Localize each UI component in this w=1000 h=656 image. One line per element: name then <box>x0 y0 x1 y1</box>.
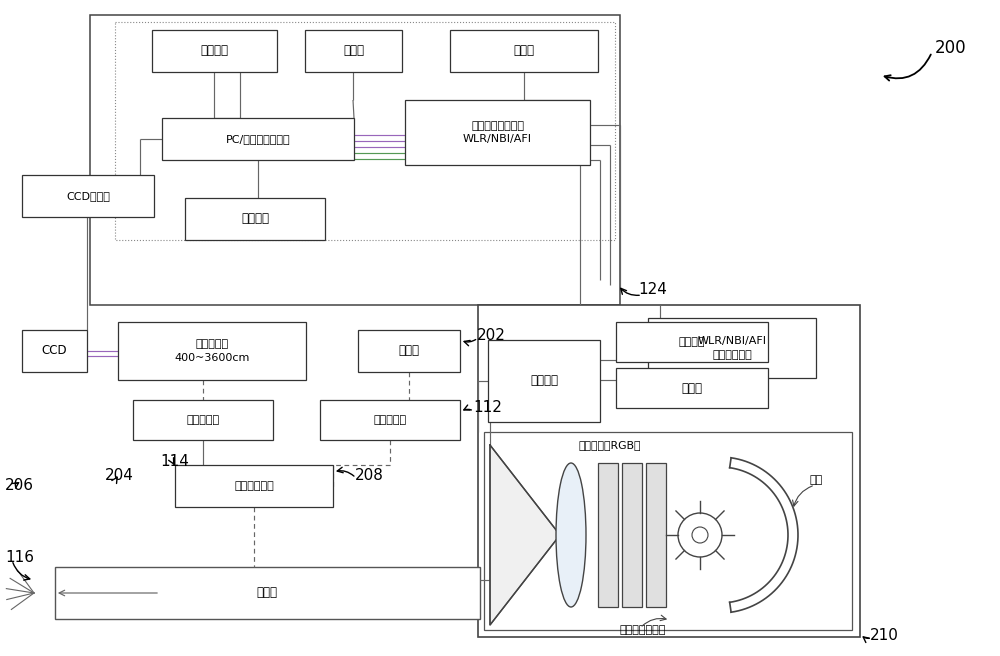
Bar <box>175 465 333 507</box>
Text: 控制器: 控制器 <box>682 382 702 394</box>
Bar <box>646 463 666 607</box>
Bar <box>405 100 590 165</box>
Text: 206: 206 <box>5 478 34 493</box>
Text: 内窥镜: 内窥镜 <box>256 586 278 600</box>
Text: PC/嵌入式微控制器: PC/嵌入式微控制器 <box>226 134 290 144</box>
Text: 信号处理: 信号处理 <box>530 375 558 388</box>
Text: 扬声器: 扬声器 <box>343 45 364 58</box>
Text: 204: 204 <box>105 468 134 483</box>
Text: 校正装置: 校正装置 <box>241 213 269 226</box>
Bar <box>616 368 768 408</box>
Text: 带通滤波器: 带通滤波器 <box>373 415 407 425</box>
Text: 208: 208 <box>355 468 384 483</box>
Bar <box>320 400 460 440</box>
Text: 116: 116 <box>5 550 34 565</box>
Bar <box>22 175 154 217</box>
Text: 宽带光谱仪
400~3600cm: 宽带光谱仪 400~3600cm <box>174 339 250 363</box>
Bar <box>358 330 460 372</box>
Text: 200: 200 <box>935 39 967 57</box>
Text: 长通滤波器: 长通滤波器 <box>186 415 220 425</box>
Text: 124: 124 <box>638 283 667 298</box>
Circle shape <box>678 513 722 557</box>
Text: 氙灯: 氙灯 <box>810 475 823 485</box>
Bar <box>185 198 325 240</box>
Text: 供电单元: 供电单元 <box>679 337 705 347</box>
Bar <box>484 432 852 630</box>
Bar <box>133 400 273 440</box>
Text: WLR/NBI/AFI
内窥镜监测器: WLR/NBI/AFI 内窥镜监测器 <box>698 337 767 359</box>
Ellipse shape <box>556 463 586 607</box>
Bar <box>450 30 598 72</box>
Bar <box>488 340 600 422</box>
Text: 114: 114 <box>160 455 189 470</box>
Text: 滤波器轮（RGB）: 滤波器轮（RGB） <box>578 440 640 450</box>
Bar <box>648 318 816 378</box>
Bar <box>90 15 620 305</box>
Text: 激光器: 激光器 <box>398 344 420 358</box>
Bar <box>162 118 354 160</box>
Text: 脚踏板: 脚踏板 <box>514 45 534 58</box>
Bar <box>115 22 615 240</box>
Text: 共焦拉曼探针: 共焦拉曼探针 <box>234 481 274 491</box>
Bar <box>622 463 642 607</box>
Bar <box>152 30 277 72</box>
Text: 112: 112 <box>473 401 502 415</box>
Text: 拉曼内窥镜监测器
WLR/NBI/AFI: 拉曼内窥镜监测器 WLR/NBI/AFI <box>463 121 532 144</box>
Text: CCD控制器: CCD控制器 <box>66 191 110 201</box>
Bar <box>478 305 860 637</box>
Text: CCD: CCD <box>42 344 67 358</box>
Bar <box>598 463 618 607</box>
Bar <box>22 330 87 372</box>
Bar <box>118 322 306 380</box>
Text: 202: 202 <box>477 327 506 342</box>
Bar <box>616 322 768 362</box>
Text: 210: 210 <box>870 628 899 644</box>
Circle shape <box>692 527 708 543</box>
Text: 供电单元: 供电单元 <box>200 45 228 58</box>
Text: 热镜低通滤波器: 热镜低通滤波器 <box>620 625 666 635</box>
Polygon shape <box>490 445 560 625</box>
Bar <box>55 567 480 619</box>
Bar <box>305 30 402 72</box>
